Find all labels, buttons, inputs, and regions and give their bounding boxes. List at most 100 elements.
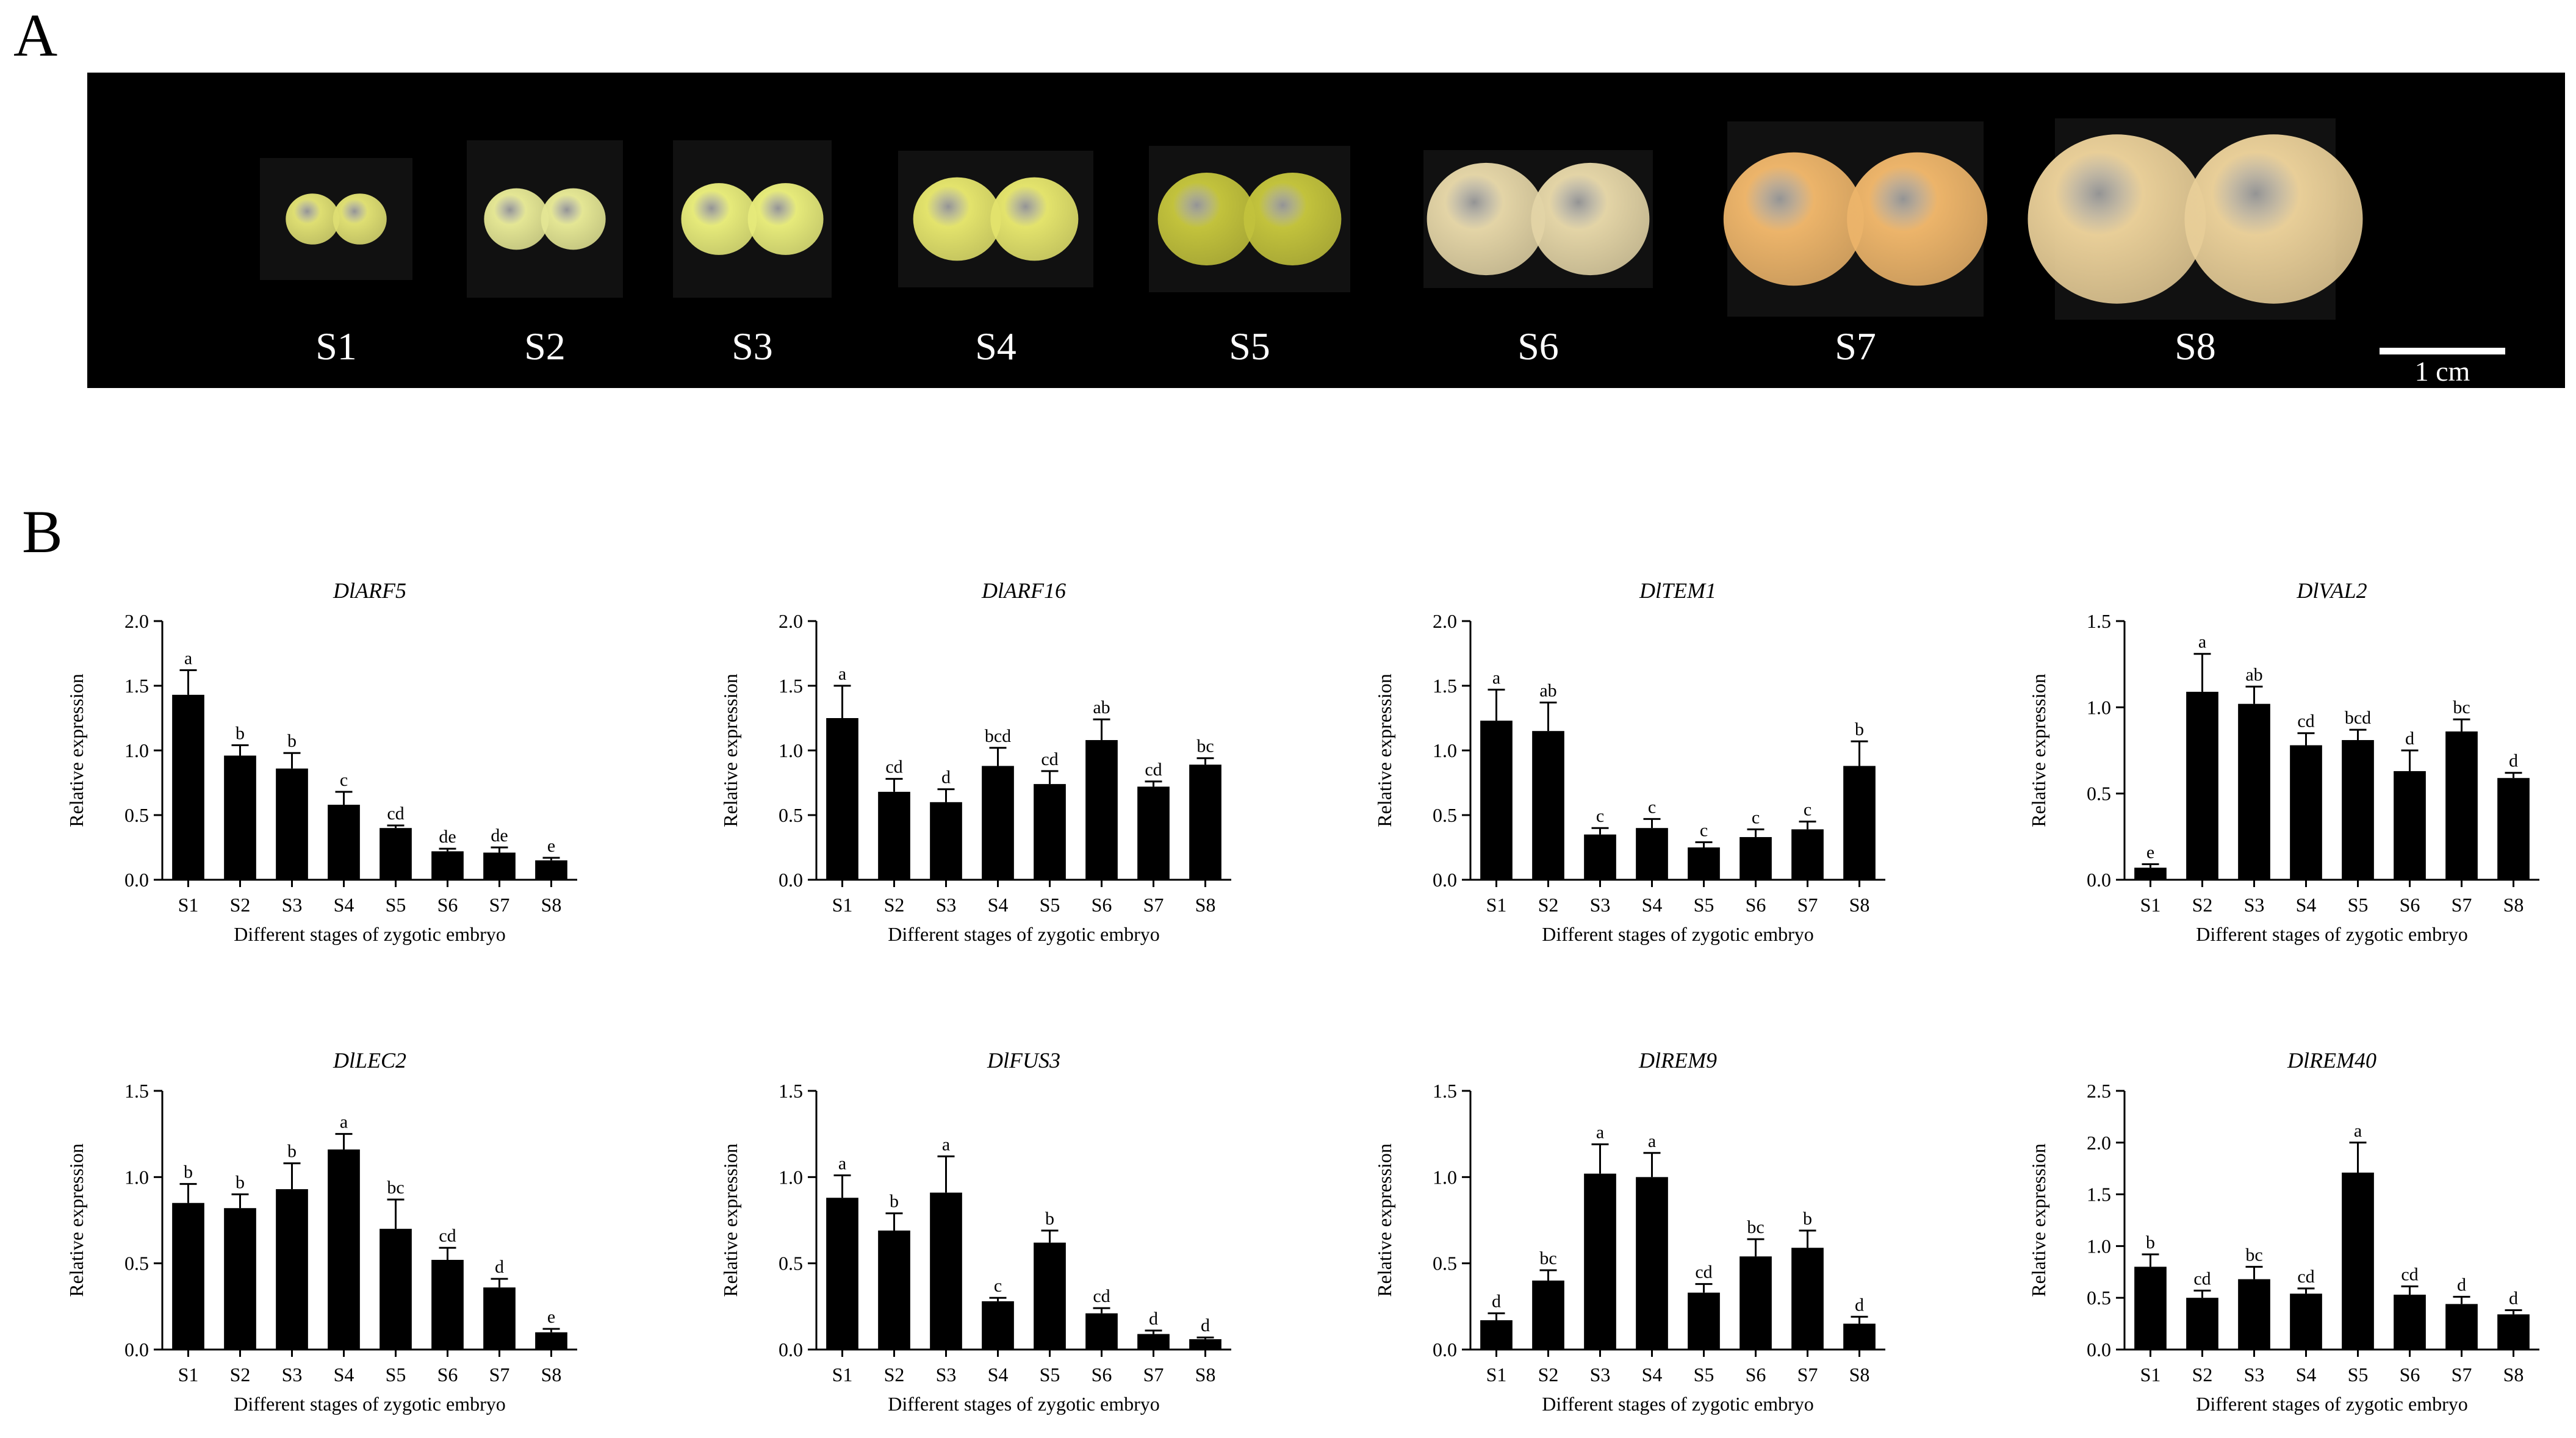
scale-bar-label: 1 cm [2415, 356, 2470, 387]
x-tick-label-s4: S4 [2296, 894, 2317, 916]
significance-letter-s3: a [1596, 1123, 1604, 1143]
x-tick-label-s5: S5 [1694, 894, 1714, 916]
x-tick-label-s6: S6 [2400, 1364, 2420, 1386]
bar-s4 [328, 1149, 360, 1350]
y-axis-label: Relative expression [1373, 1143, 1395, 1296]
x-tick-label-s2: S2 [2192, 1364, 2213, 1386]
stage-label-s3: S3 [732, 325, 773, 368]
cotyledon-right-s2 [541, 188, 606, 250]
bar-s2 [224, 1208, 256, 1350]
x-tick-label-s6: S6 [2400, 894, 2420, 916]
x-tick-label-s7: S7 [2452, 894, 2472, 916]
bar-s6 [1740, 1256, 1772, 1350]
stage-label-s7: S7 [1835, 325, 1876, 368]
x-tick-label-s5: S5 [1040, 894, 1060, 916]
x-tick-label-s8: S8 [1195, 1364, 1216, 1386]
y-tick-label: 1.0 [2087, 1235, 2111, 1257]
y-tick-label: 0.0 [1433, 1339, 1457, 1361]
significance-letter-s1: e [2146, 843, 2154, 863]
significance-letter-s1: b [2146, 1232, 2155, 1253]
significance-letter-s6: cd [439, 1226, 456, 1246]
bar-s2 [2186, 1298, 2218, 1350]
significance-letter-s4: bcd [985, 726, 1011, 746]
x-tick-label-s8: S8 [1195, 894, 1216, 916]
bar-s1 [826, 718, 858, 880]
y-axis-label: Relative expression [2027, 674, 2049, 827]
significance-letter-s2: b [890, 1192, 899, 1212]
y-tick-label: 0.5 [2087, 783, 2111, 805]
panel-b-label: B [22, 498, 63, 566]
bar-s7 [1137, 786, 1170, 880]
significance-letter-s7: d [2457, 1275, 2466, 1295]
significance-letter-s5: bcd [2345, 708, 2371, 728]
cotyledon-left-s7 [1723, 152, 1864, 286]
y-tick-label: 2.0 [1433, 610, 1457, 632]
bar-s2 [878, 1230, 910, 1350]
x-tick-label-s5: S5 [1694, 1364, 1714, 1386]
significance-letter-s7: bc [2453, 697, 2470, 717]
bar-s6 [2394, 771, 2426, 880]
y-tick-label: 1.0 [779, 1166, 803, 1188]
bar-s5 [380, 828, 412, 880]
bar-s7 [483, 852, 516, 880]
x-tick-label-s4: S4 [1642, 894, 1663, 916]
cotyledon-left-s4 [913, 177, 1001, 261]
bar-s5 [1034, 784, 1066, 880]
significance-letter-s2: bc [1539, 1248, 1556, 1268]
cotyledon-left-s5 [1157, 173, 1256, 265]
significance-letter-s3: a [942, 1134, 950, 1154]
significance-letter-s3: ab [2245, 664, 2262, 685]
bar-s2 [224, 755, 256, 880]
bar-s5 [380, 1229, 412, 1350]
chart-dllec2: DlLEC2 0.0 0.5 1.0 1.5 Relative expression b S1… [65, 1048, 577, 1415]
significance-letter-s7: b [1803, 1209, 1812, 1229]
x-tick-label-s3: S3 [936, 1364, 957, 1386]
y-tick-label: 1.0 [1433, 1166, 1457, 1188]
stage-label-s4: S4 [975, 325, 1016, 368]
x-tick-label-s2: S2 [884, 1364, 905, 1386]
stage-label-s2: S2 [524, 325, 566, 368]
significance-letter-s7: de [491, 825, 508, 846]
cotyledon-right-s1 [333, 193, 387, 245]
y-tick-label: 1.5 [779, 1080, 803, 1102]
x-tick-label-s5: S5 [2348, 1364, 2369, 1386]
significance-letter-s8: d [1201, 1315, 1210, 1336]
significance-letter-s8: e [547, 1307, 555, 1327]
x-tick-label-s4: S4 [1642, 1364, 1663, 1386]
bar-s3 [276, 768, 308, 880]
bar-s6 [1740, 837, 1772, 880]
significance-letter-s4: c [994, 1276, 1002, 1296]
y-tick-label: 0.0 [1433, 869, 1457, 891]
bar-s7 [1791, 1248, 1824, 1350]
x-tick-label-s2: S2 [2192, 894, 2213, 916]
y-axis-label: Relative expression [719, 674, 741, 827]
significance-letter-s6: c [1752, 807, 1760, 827]
significance-letter-s8: d [2509, 1289, 2518, 1309]
x-tick-label-s3: S3 [2244, 894, 2265, 916]
y-axis-label: Relative expression [1373, 674, 1395, 827]
bar-s2 [1532, 1280, 1564, 1350]
x-tick-label-s8: S8 [1849, 894, 1870, 916]
cotyledon-right-s7 [1847, 152, 1988, 286]
x-tick-label-s7: S7 [2452, 1364, 2472, 1386]
significance-letter-s1: a [838, 664, 846, 684]
chart-title: DlTEM1 [1639, 578, 1716, 603]
bar-s5 [1688, 1292, 1720, 1350]
bar-s5 [2342, 1172, 2374, 1350]
significance-letter-s8: d [1855, 1295, 1864, 1315]
y-tick-label: 0.5 [779, 1253, 803, 1274]
significance-letter-s4: a [1648, 1131, 1656, 1151]
y-tick-label: 2.0 [2087, 1132, 2111, 1154]
significance-letter-s1: a [838, 1154, 846, 1174]
significance-letter-s3: bc [2245, 1245, 2262, 1265]
bar-s4 [2290, 1293, 2322, 1350]
y-tick-label: 1.5 [779, 675, 803, 697]
bar-s7 [1791, 829, 1824, 880]
y-axis-label: Relative expression [65, 674, 87, 827]
y-tick-label: 0.0 [779, 1339, 803, 1361]
chart-title: DlARF16 [981, 578, 1066, 603]
x-axis-label: Different stages of zygotic embryo [2196, 923, 2467, 945]
x-tick-label-s8: S8 [2503, 894, 2524, 916]
chart-title: DlREM9 [1638, 1048, 1717, 1073]
x-axis-label: Different stages of zygotic embryo [234, 923, 505, 945]
